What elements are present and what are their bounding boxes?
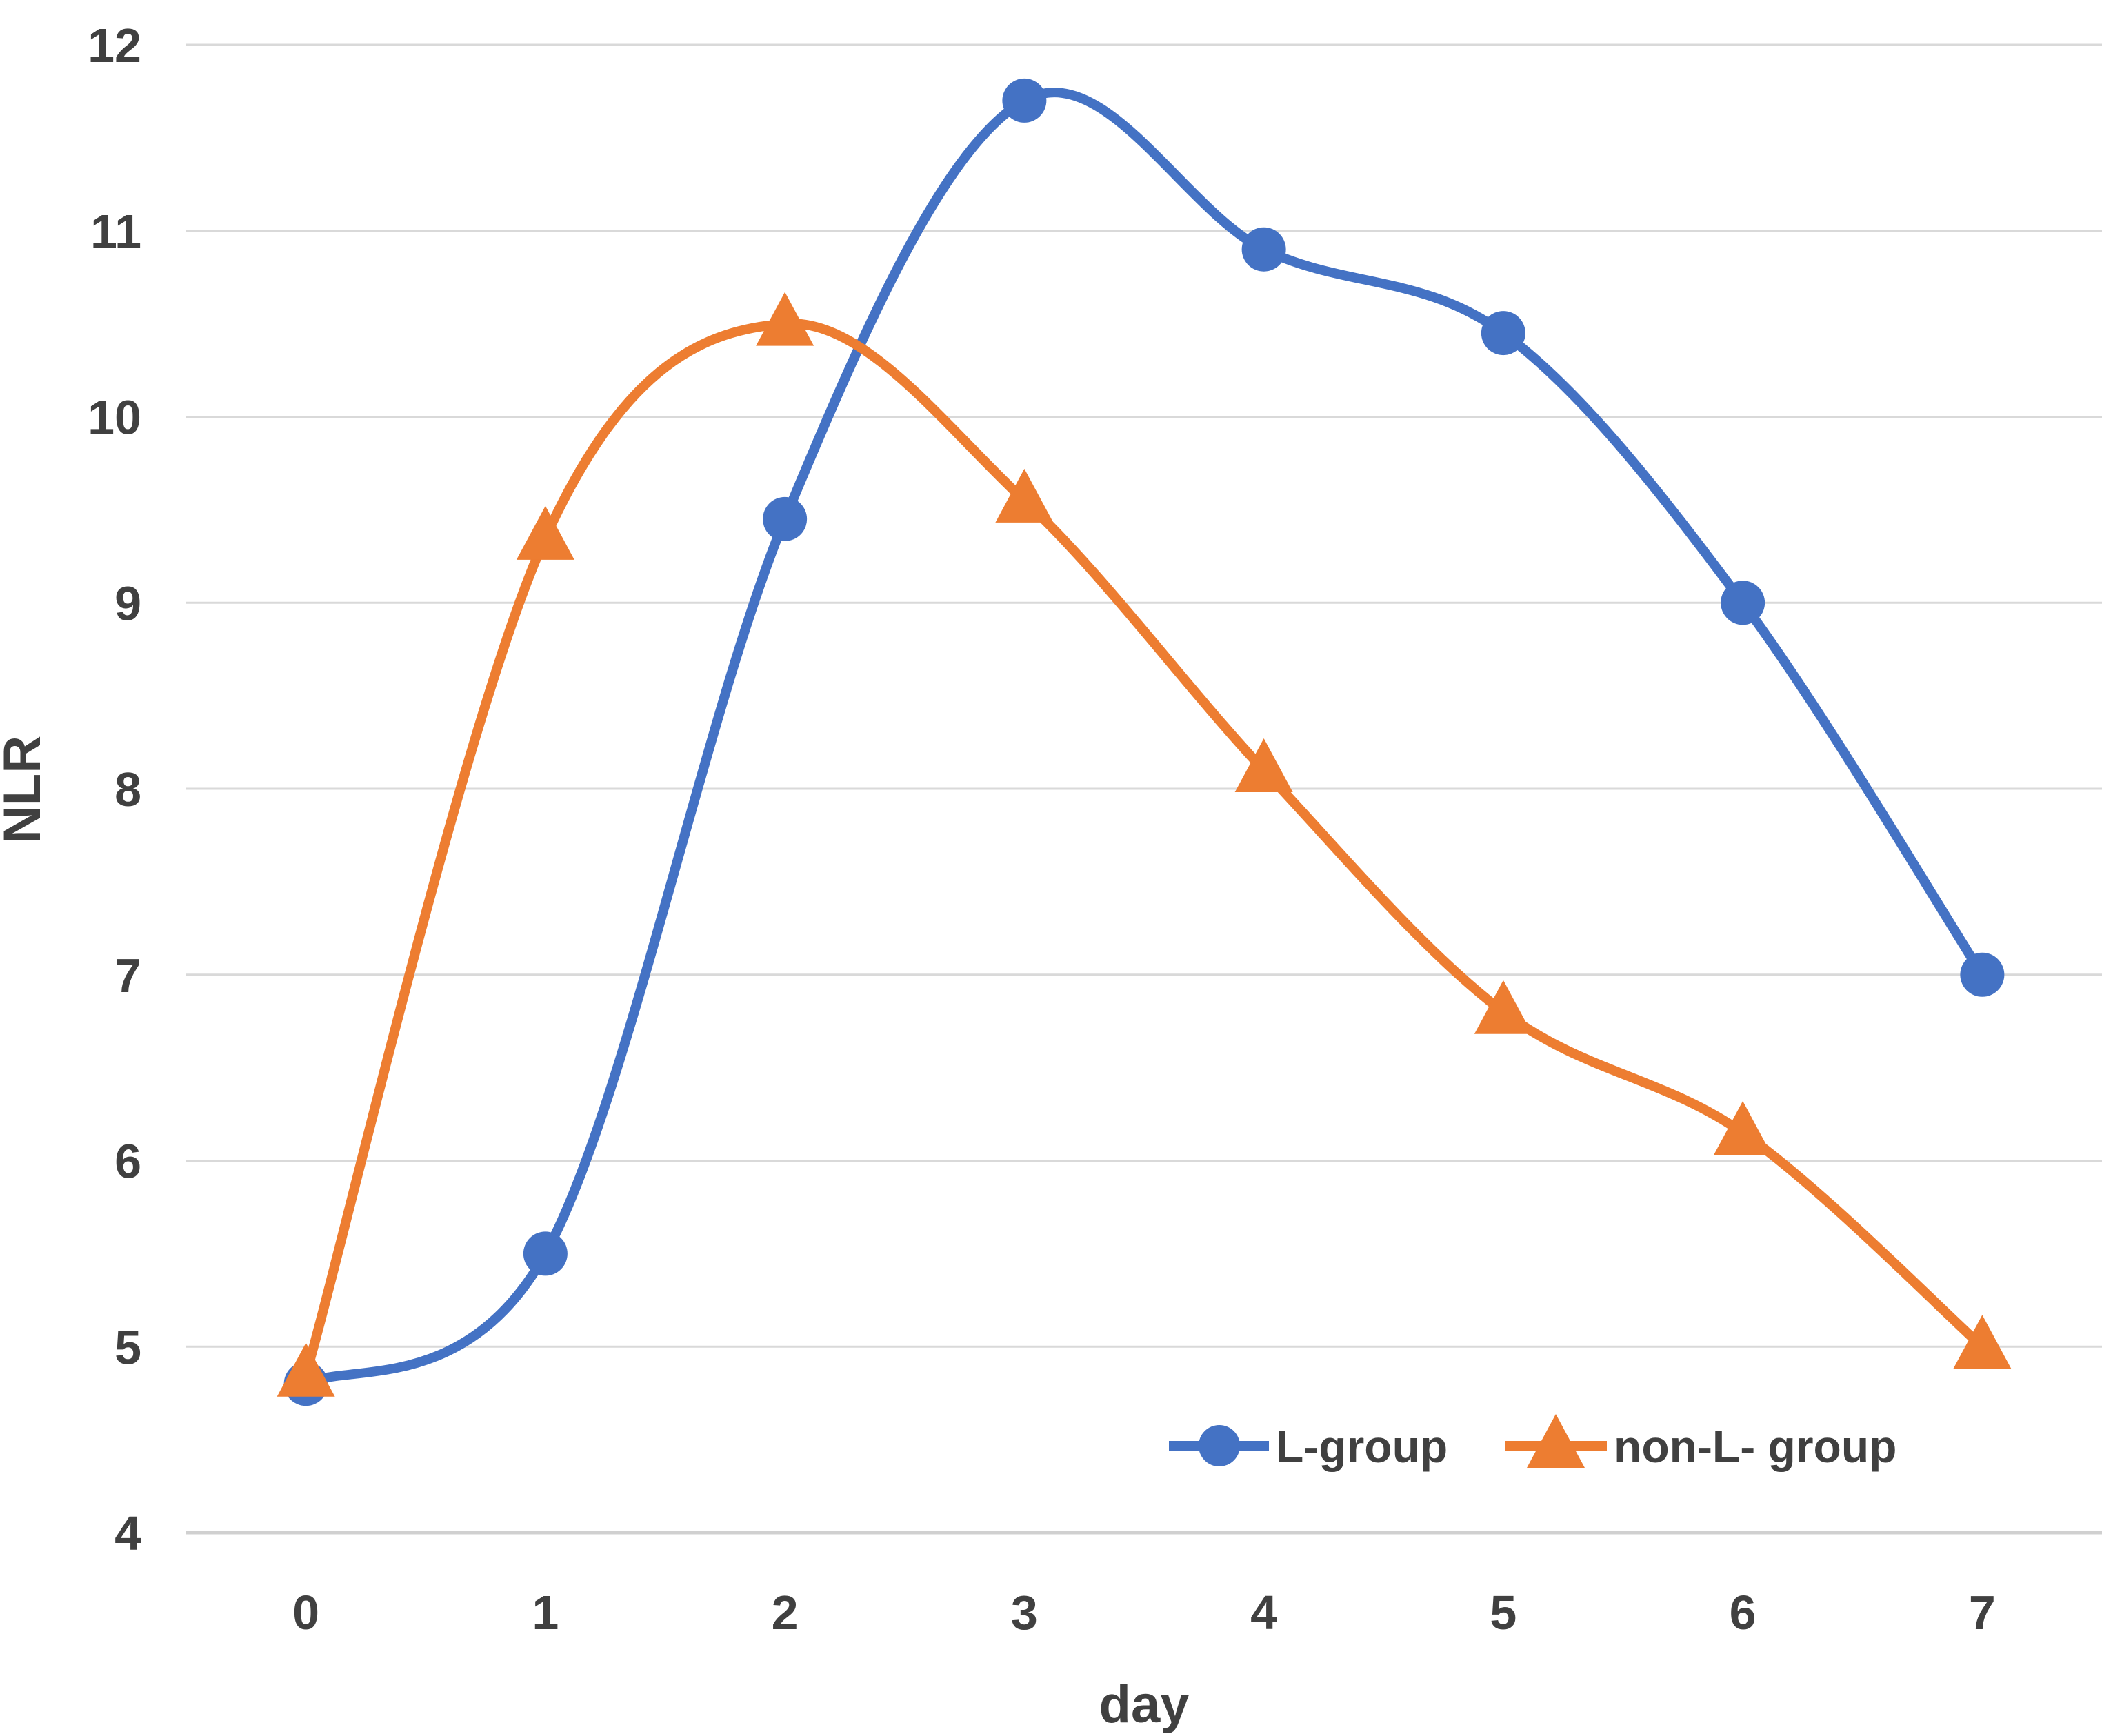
legend-item-non-l-group: non-L- group xyxy=(1505,1414,1897,1472)
data-point-l-group xyxy=(763,496,808,541)
data-point-l-group xyxy=(523,1231,568,1276)
legend-circle-marker-icon xyxy=(1199,1425,1240,1466)
data-point-l-group xyxy=(1241,227,1286,272)
y-tick-label: 11 xyxy=(90,205,141,259)
x-tick-label: 5 xyxy=(1490,1586,1517,1639)
legend: L-group non-L- group xyxy=(1169,1414,1897,1472)
data-point-non-l-group xyxy=(277,1342,335,1397)
x-axis-tick-labels: 0 1 2 3 4 5 6 7 xyxy=(292,1586,1996,1639)
series-line-l-group xyxy=(301,88,1988,1389)
x-tick-label: 2 xyxy=(772,1586,799,1639)
data-point-non-l-group xyxy=(1474,980,1532,1034)
legend-label-l-group: L-group xyxy=(1276,1421,1448,1472)
series-line-non-l-group xyxy=(301,319,1988,1380)
gridlines xyxy=(186,43,2102,1535)
data-point-l-group xyxy=(1721,581,1765,625)
legend-label-non-l-group: non-L- group xyxy=(1614,1421,1897,1472)
data-point-l-group xyxy=(1002,78,1047,123)
data-point-l-group xyxy=(1481,311,1525,356)
y-tick-label: 12 xyxy=(88,19,141,72)
y-tick-label: 10 xyxy=(88,391,141,445)
data-point-non-l-group xyxy=(516,505,574,560)
x-tick-label: 7 xyxy=(1969,1586,1996,1639)
data-point-non-l-group xyxy=(756,292,814,346)
x-tick-label: 3 xyxy=(1011,1586,1038,1639)
y-axis-tick-labels: 4 5 6 7 8 9 10 11 12 xyxy=(88,19,141,1560)
x-tick-label: 0 xyxy=(292,1586,319,1639)
data-point-non-l-group xyxy=(1234,738,1293,793)
legend-triangle-marker-icon xyxy=(1527,1414,1585,1468)
x-axis-title: day xyxy=(1099,1675,1190,1734)
y-tick-label: 9 xyxy=(114,576,141,630)
x-tick-label: 4 xyxy=(1250,1586,1277,1639)
data-point-non-l-group xyxy=(1714,1101,1772,1155)
data-point-non-l-group xyxy=(1953,1315,2012,1369)
data-point-non-l-group xyxy=(995,468,1054,523)
y-tick-label: 4 xyxy=(114,1506,141,1560)
x-tick-label: 1 xyxy=(532,1586,559,1639)
y-tick-label: 6 xyxy=(114,1135,141,1189)
x-tick-label: 6 xyxy=(1730,1586,1756,1639)
data-point-l-group xyxy=(1960,952,2005,997)
y-axis-title: NLR xyxy=(0,736,52,843)
y-tick-label: 7 xyxy=(114,949,141,1002)
y-tick-label: 5 xyxy=(114,1320,141,1374)
series-lines xyxy=(277,78,2012,1406)
legend-item-l-group: L-group xyxy=(1169,1421,1448,1472)
y-tick-label: 8 xyxy=(114,763,141,816)
